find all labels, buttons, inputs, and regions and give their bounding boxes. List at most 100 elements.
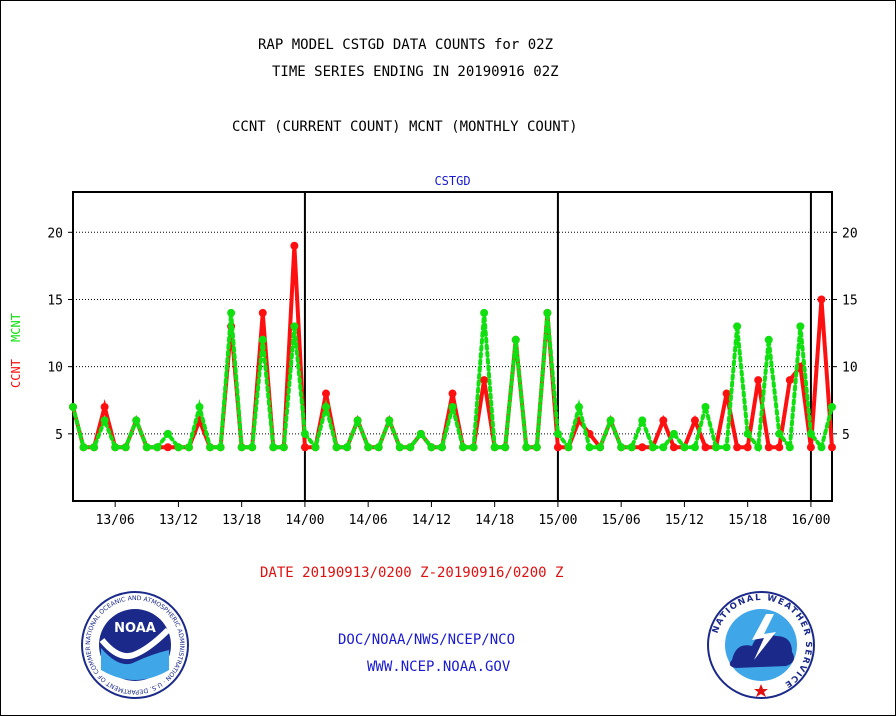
point-ccnt [733,443,742,452]
point-mcnt [743,429,752,438]
point-mcnt [553,429,562,438]
ytick-label-left: 20 [47,226,63,241]
point-mcnt [448,402,457,411]
date-range: DATE 20190913/0200 Z-20190916/0200 Z [260,565,564,581]
point-ccnt [300,443,309,452]
xtick-label: 15/18 [728,513,767,528]
point-mcnt [353,416,362,425]
point-mcnt [248,443,257,452]
point-ccnt [690,416,699,425]
point-mcnt [427,443,436,452]
point-mcnt [111,443,120,452]
grid-layer [73,231,832,435]
xtick-label: 16/00 [791,513,830,528]
point-mcnt [522,443,531,452]
point-mcnt [227,308,236,317]
point-mcnt [669,429,678,438]
point-mcnt [121,443,130,452]
point-mcnt [322,402,330,411]
point-mcnt [237,443,246,452]
label-layer: 5 5 10 10 15 15 20 20 13/06 13/12 13/18 14/00 14/06 1… [9,174,858,528]
ytick-label-right: 15 [842,293,858,308]
noaa-logo: NOAA NATIONAL OCEANIC AND ATMOSPHERIC AD… [80,590,189,699]
plot-frame [72,191,833,502]
point-mcnt [343,443,352,452]
point-ccnt [764,443,773,452]
point-mcnt [163,429,172,438]
point-ccnt [743,443,752,452]
xtick-label: 15/06 [602,513,641,528]
point-mcnt [195,402,204,411]
point-mcnt [532,443,541,452]
point-mcnt [627,443,636,452]
point-ccnt [258,308,267,317]
point-ccnt [322,389,330,398]
point-mcnt [733,322,742,331]
ytick-label-left: 5 [55,428,63,443]
point-mcnt [132,416,141,425]
point-mcnt [490,443,499,452]
point-mcnt [174,443,183,452]
point-ccnt [638,443,647,452]
ytick-label-right: 5 [842,428,850,443]
website-link[interactable]: WWW.NCEP.NOAA.GOV [367,659,511,675]
series-line-ccnt [71,245,834,452]
point-mcnt [712,443,721,452]
point-mcnt [701,402,710,411]
point-mcnt [680,443,689,452]
point-mcnt [480,308,489,317]
point-mcnt [142,443,151,452]
ytick-label-left: 15 [47,293,63,308]
subtitle: CCNT (CURRENT COUNT) MCNT (MONTHLY COUNT… [232,119,578,135]
point-mcnt [437,443,446,452]
point-mcnt [79,443,88,452]
point-ccnt [448,389,457,398]
xtick-label: 13/12 [159,513,198,528]
point-mcnt [722,443,731,452]
point-mcnt [585,443,594,452]
point-mcnt [606,416,615,425]
point-mcnt [617,443,626,452]
org-line: DOC/NOAA/NWS/NCEP/NCO [338,632,516,648]
point-ccnt [701,443,710,452]
point-mcnt [638,416,647,425]
point-ccnt [817,295,826,304]
ylabel-mcnt: MCNT [9,313,23,342]
point-ccnt [754,376,763,385]
point-mcnt [279,443,288,452]
point-ccnt [669,443,678,452]
point-ccnt [290,241,299,250]
series-layer [69,241,836,453]
point-mcnt [469,443,478,452]
point-mcnt [385,416,394,425]
title-line-1: RAP MODEL CSTGD DATA COUNTS for 02Z [258,37,554,53]
point-ccnt [806,443,815,452]
chart-title: CSTGD [434,174,470,188]
point-mcnt [564,443,573,452]
xtick-label: 14/06 [349,513,388,528]
point-mcnt [406,443,415,452]
point-mcnt [806,429,815,438]
point-mcnt [364,443,373,452]
xtick-label: 15/00 [538,513,577,528]
title-line-2: TIME SERIES ENDING IN 20190916 02Z [272,64,559,80]
point-ccnt [722,389,731,398]
point-mcnt [300,429,309,438]
point-mcnt [796,322,805,331]
point-mcnt [206,443,215,452]
point-mcnt [311,443,320,452]
xtick-label: 13/18 [222,513,261,528]
point-ccnt [480,376,489,385]
point-mcnt [575,402,583,411]
xtick-label: 13/06 [96,513,135,528]
point-ccnt [553,443,562,452]
point-mcnt [648,443,657,452]
axis-layer [68,191,837,507]
point-mcnt [395,443,404,452]
point-mcnt [775,429,784,438]
point-mcnt [659,443,668,452]
point-mcnt [416,429,425,438]
point-mcnt [69,402,77,411]
point-mcnt [290,322,299,331]
